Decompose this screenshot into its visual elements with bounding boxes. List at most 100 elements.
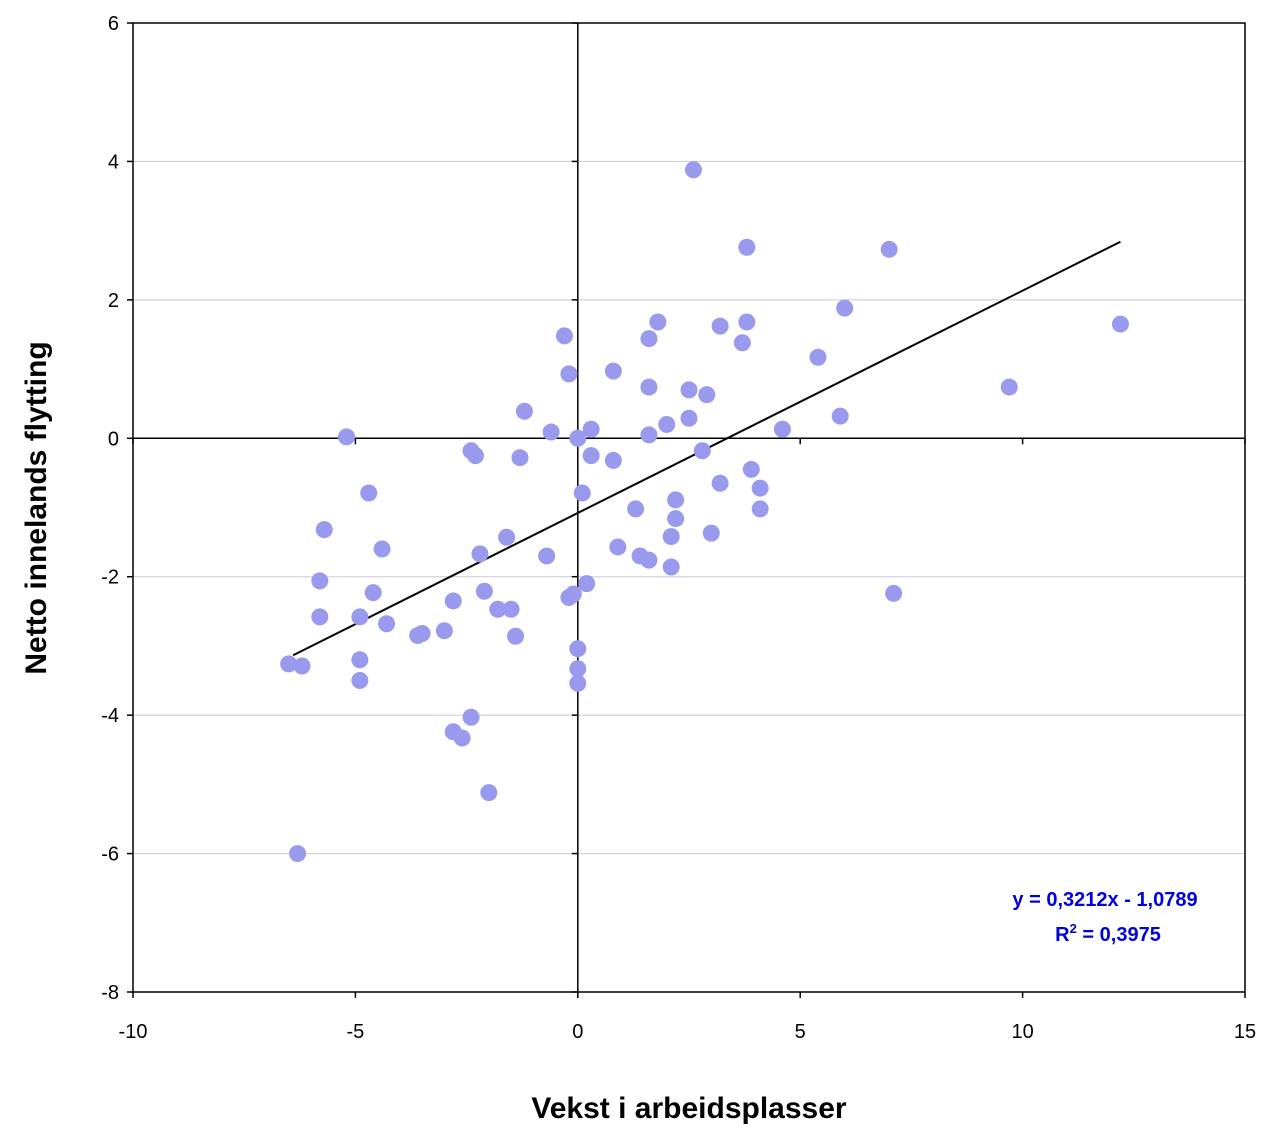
data-point [604, 362, 622, 380]
data-point [667, 510, 685, 528]
data-point [885, 584, 903, 602]
y-tick-label: -6 [101, 844, 119, 866]
data-point [360, 484, 378, 502]
data-point [289, 845, 307, 863]
y-tick-label: 4 [108, 151, 119, 173]
data-point [466, 447, 484, 465]
data-point [373, 540, 391, 558]
data-point [667, 491, 685, 509]
data-point [515, 402, 533, 420]
data-point [880, 240, 898, 258]
tick-labels: -8 -6 -4 -2 0 2 4 6 -10 -5 0 5 10 15 [101, 13, 1256, 1043]
data-point [627, 500, 645, 518]
data-point [693, 442, 711, 460]
data-point [444, 592, 462, 610]
x-axis-title: Vekst i arbeidsplasser [531, 1092, 847, 1125]
data-point [609, 538, 627, 556]
data-point [311, 608, 329, 626]
data-point [742, 460, 760, 478]
data-point [809, 348, 827, 366]
data-point [364, 584, 382, 602]
data-point [680, 381, 698, 399]
data-point [489, 600, 507, 618]
data-point [751, 479, 769, 497]
x-tick-label: -5 [347, 1021, 365, 1043]
data-point [698, 386, 716, 404]
data-point [680, 409, 698, 427]
trendline-equation: y = 0,3212x - 1,0789 [1012, 889, 1197, 911]
data-point [569, 674, 587, 692]
data-point [640, 330, 658, 348]
data-point [582, 420, 600, 438]
data-point [560, 588, 578, 606]
data-point [311, 572, 329, 590]
data-points [280, 161, 1129, 863]
data-point [711, 474, 729, 492]
data-point [662, 528, 680, 546]
data-point [836, 299, 854, 317]
data-point [560, 365, 578, 383]
y-tick-label: 6 [108, 13, 119, 35]
data-point [684, 161, 702, 179]
plot-area-border [132, 22, 1246, 993]
data-point [475, 582, 493, 600]
data-point [280, 655, 298, 673]
y-tick-label: 2 [108, 290, 119, 312]
data-point [462, 708, 480, 726]
data-point [604, 451, 622, 469]
y-axis-title: Netto innelands flytting [20, 341, 53, 674]
data-point [435, 622, 453, 640]
data-point [351, 608, 369, 626]
data-point [555, 327, 573, 345]
data-point [569, 429, 587, 447]
data-point [649, 313, 667, 331]
data-point [338, 428, 356, 446]
data-point [409, 627, 427, 645]
data-point [751, 500, 769, 518]
data-point [573, 484, 591, 502]
data-point [502, 600, 520, 618]
x-tick-label: -10 [119, 1021, 148, 1043]
data-point [738, 238, 756, 256]
data-point [511, 449, 529, 467]
data-point [578, 575, 596, 593]
data-point [1000, 378, 1018, 396]
y-tick-label: -2 [101, 567, 119, 589]
data-point [453, 729, 471, 747]
data-point [738, 313, 756, 331]
x-tick-label: 5 [795, 1021, 806, 1043]
data-point [640, 426, 658, 444]
y-tick-label: -4 [101, 705, 119, 727]
data-point [507, 627, 525, 645]
data-point [711, 317, 729, 335]
x-tick-label: 0 [572, 1021, 583, 1043]
data-point [831, 407, 849, 425]
y-tick-label: -8 [101, 982, 119, 1004]
y-tick-label: 0 [108, 428, 119, 450]
data-point [733, 334, 751, 352]
x-tick-label: 10 [1011, 1021, 1033, 1043]
data-point [702, 524, 720, 542]
data-point [542, 423, 560, 441]
data-point [293, 657, 311, 675]
data-point [351, 672, 369, 690]
data-point [640, 551, 658, 569]
r-squared-label: R2 = 0,3975 [1055, 921, 1161, 946]
data-point [378, 615, 396, 633]
data-point [480, 784, 498, 802]
data-point [498, 528, 516, 546]
x-tick-label: 15 [1234, 1021, 1256, 1043]
data-point [315, 521, 333, 539]
data-point [773, 420, 791, 438]
data-point [1111, 315, 1129, 333]
data-point [582, 447, 600, 465]
data-point [569, 640, 587, 658]
data-point [569, 660, 587, 678]
data-point [658, 415, 676, 433]
data-point [471, 545, 489, 563]
data-point [662, 558, 680, 576]
data-point [640, 378, 658, 396]
data-point [538, 547, 556, 565]
